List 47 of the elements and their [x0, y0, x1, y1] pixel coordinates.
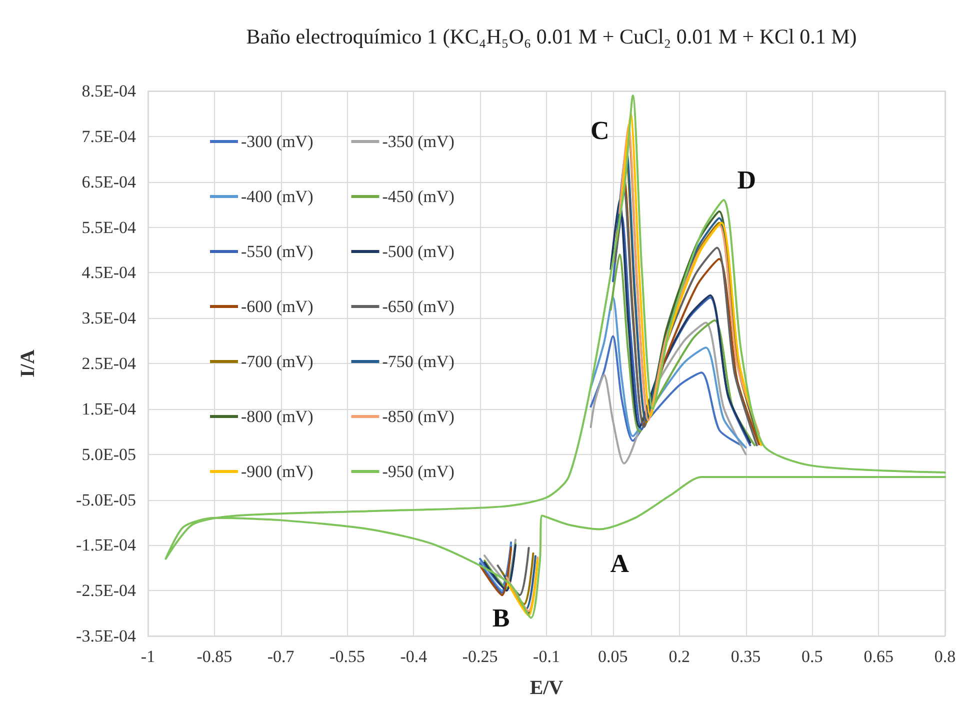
y-tick-label: 5.5E-04	[82, 218, 136, 237]
y-tick-label: 4.5E-04	[82, 263, 136, 282]
x-tick-label: -0.55	[330, 647, 365, 666]
x-tick-label: -1	[140, 647, 156, 666]
y-tick-label: 2.5E-04	[82, 354, 136, 373]
y-tick-label: -1.5E-04	[76, 536, 136, 555]
annotation: A	[610, 548, 630, 578]
y-axis-title: I/A	[17, 349, 39, 378]
legend-label: -600 (mV)	[241, 297, 314, 316]
x-tick-label: 0.35	[730, 647, 761, 666]
x-tick-label: -0.25	[462, 647, 498, 666]
x-tick-label: 0.5	[802, 647, 823, 666]
legend-label: -450 (mV)	[382, 187, 454, 206]
legend-label: -650 (mV)	[382, 297, 454, 316]
legend-label: -700 (mV)	[241, 352, 314, 371]
y-tick-label: -5.0E-05	[76, 490, 136, 510]
annotation: D	[737, 166, 756, 194]
y-tick-label: 5.0E-05	[82, 444, 136, 464]
legend-label: -750 (mV)	[382, 352, 454, 371]
y-tick-label: 8.5E-04	[82, 82, 136, 100]
y-tick-label: -2.5E-04	[76, 581, 136, 600]
x-tick-label: -0.7	[267, 647, 295, 666]
legend-label: -800 (mV)	[241, 407, 314, 426]
legend-label: -400 (mV)	[241, 187, 314, 206]
x-tick-label: 0.8	[934, 647, 956, 666]
legend-label: -350 (mV)	[382, 132, 454, 151]
legend-label: -500 (mV)	[382, 242, 454, 261]
legend-label: -900 (mV)	[241, 462, 314, 481]
y-tick-label: -3.5E-04	[76, 626, 136, 646]
x-tick-label: -0.1	[533, 647, 560, 666]
y-tick-label: 7.5E-04	[82, 126, 136, 146]
y-tick-label: 1.5E-04	[82, 399, 136, 418]
annotation: B	[492, 603, 510, 632]
x-axis-title: E/V	[530, 677, 564, 699]
annotation: C	[590, 116, 610, 146]
x-tick-label: 0.2	[668, 647, 690, 666]
x-tick-label: -0.85	[196, 647, 232, 666]
legend-label: -300 (mV)	[241, 132, 314, 151]
legend-label: -850 (mV)	[382, 407, 454, 426]
legend-label: -950 (mV)	[382, 462, 454, 481]
legend-label: -550 (mV)	[241, 242, 314, 261]
x-tick-label: 0.05	[598, 647, 628, 666]
chart-title: Baño electroquímico 1 (KC₄H₅O₆ 0.01 M + CuCl₂ 0.01 M + KCl 0.1 M)	[246, 24, 857, 48]
x-tick-label: 0.65	[864, 647, 894, 666]
y-tick-label: 6.5E-04	[82, 172, 136, 192]
x-tick-label: -0.4	[400, 647, 428, 666]
y-tick-label: 3.5E-04	[82, 308, 136, 328]
